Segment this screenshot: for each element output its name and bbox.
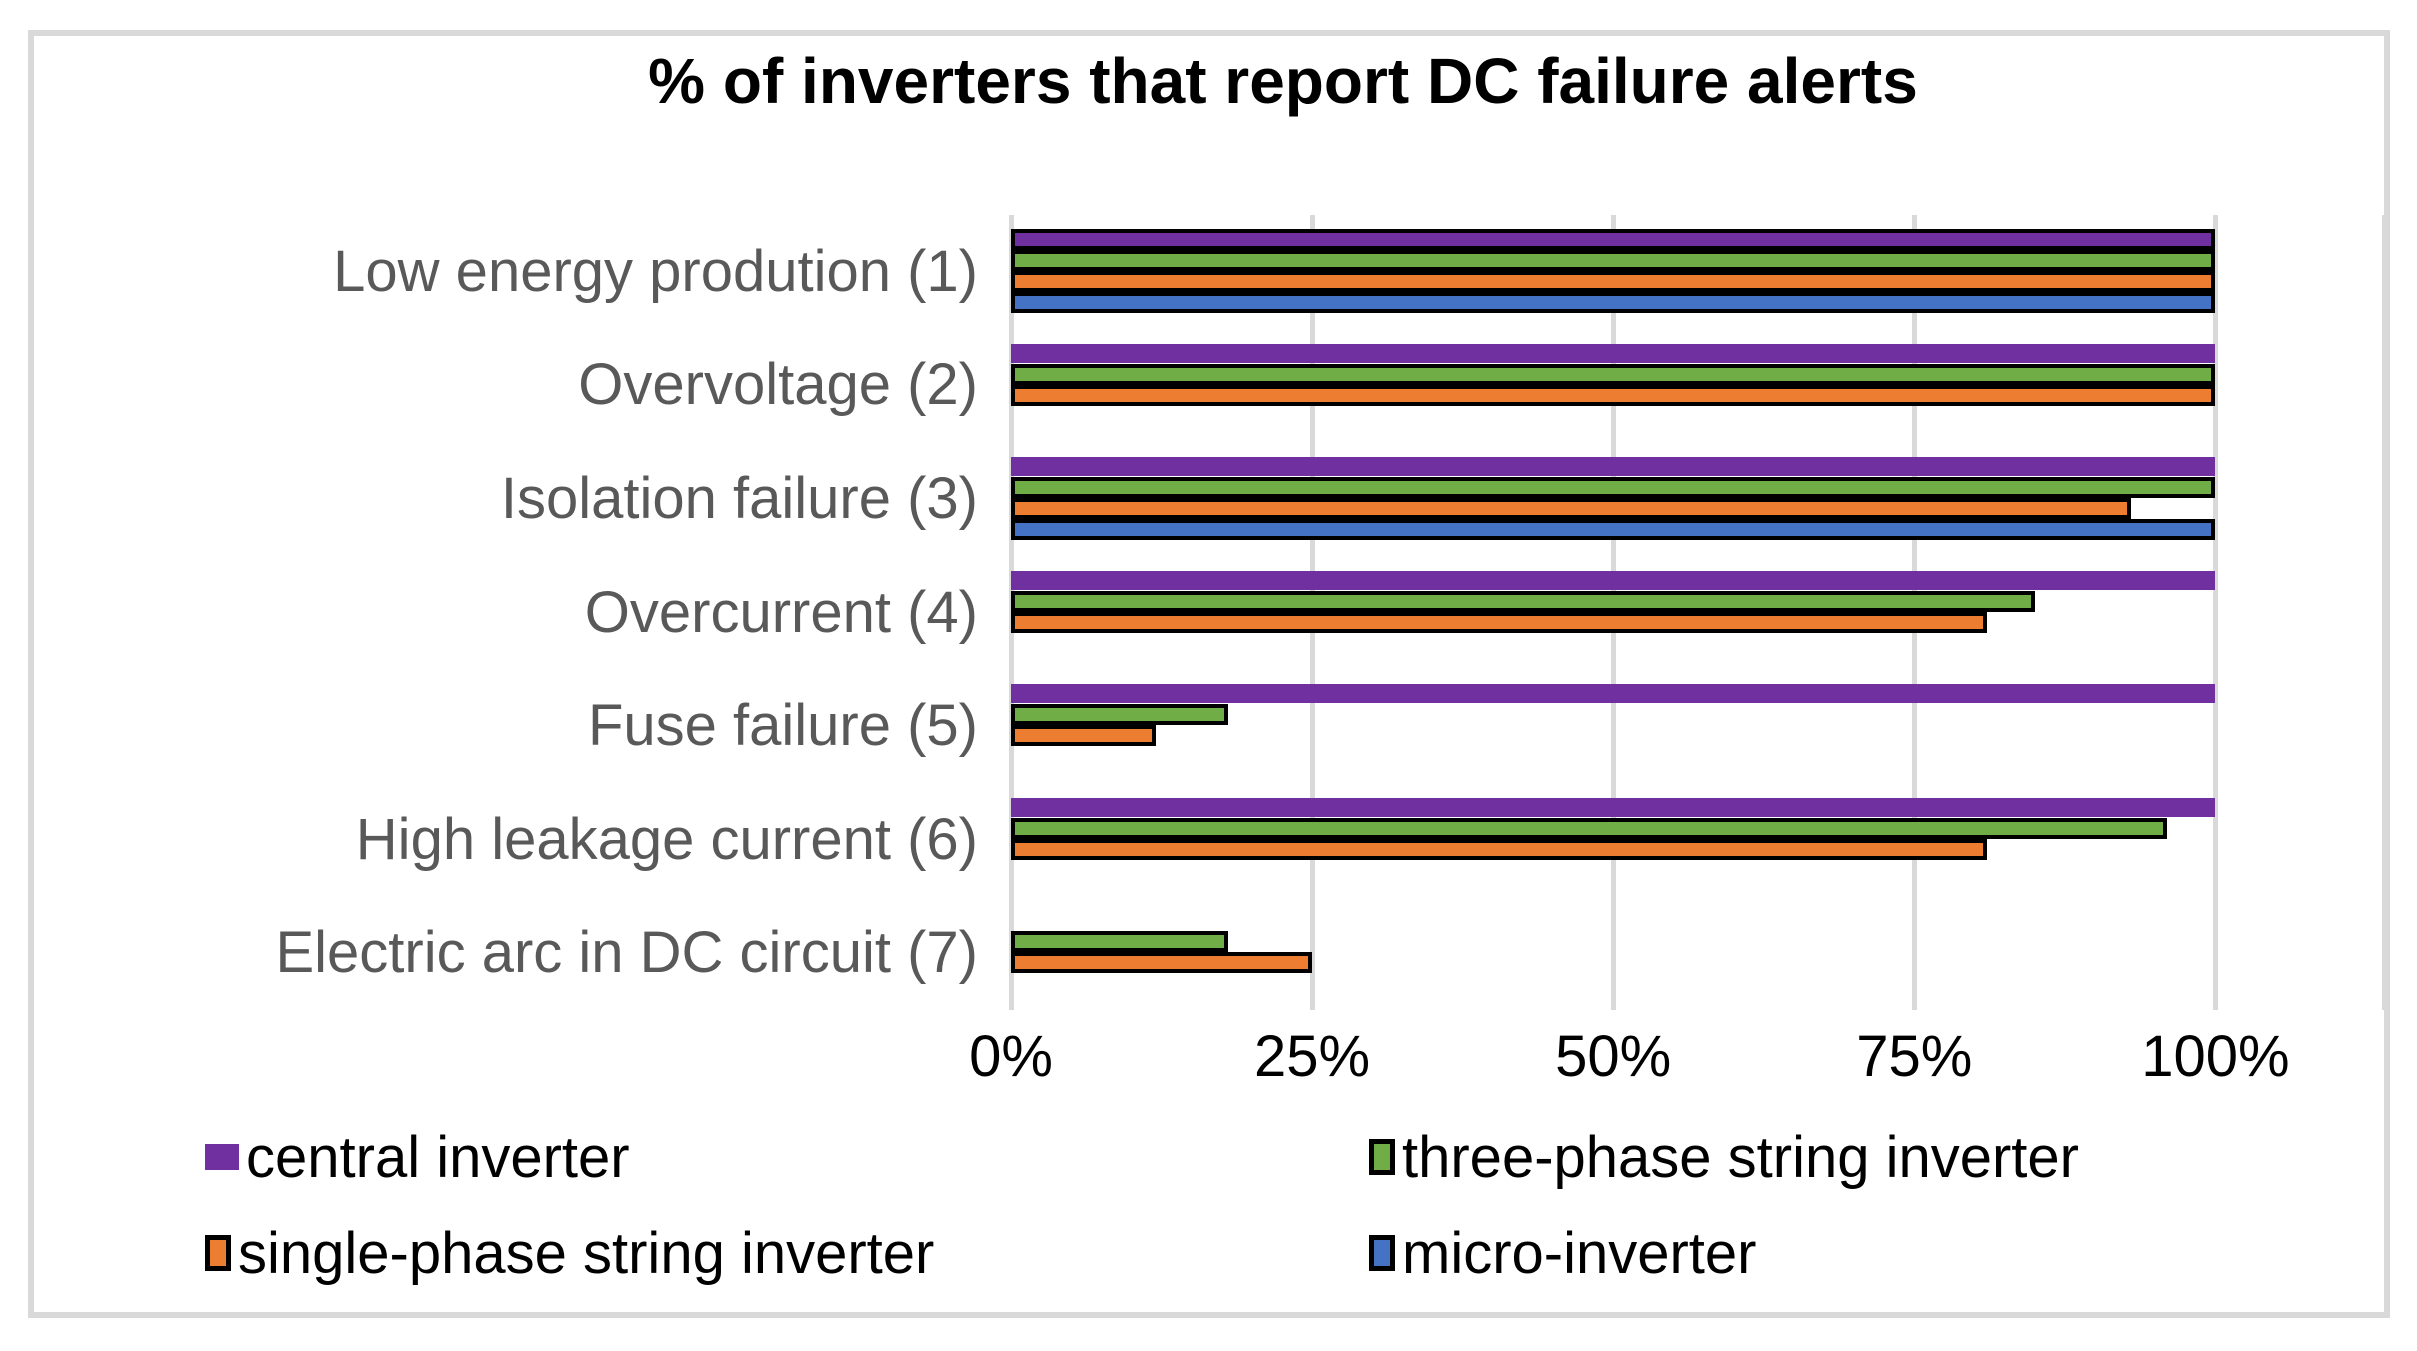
bar-three-phase-string-inverter-cat5	[1011, 704, 1228, 726]
bar-three-phase-string-inverter-cat3	[1011, 477, 2216, 499]
bar-central-inverter-cat5	[1011, 684, 2216, 704]
bar-central-inverter-cat6	[1011, 797, 2216, 817]
legend-label: central inverter	[246, 1124, 630, 1190]
chart-title: % of inverters that report DC failure al…	[648, 45, 1918, 117]
bar-central-inverter-cat1	[1011, 229, 2216, 250]
x-tick-label-25pct: 25%	[1254, 1024, 1371, 1089]
bar-central-inverter-cat2	[1011, 343, 2216, 363]
bar-single-phase-string-inverter-cat5	[1011, 725, 1156, 747]
legend-item-three-phase-string-inverter: three-phase string inverter	[1369, 1124, 2079, 1190]
bar-central-inverter-cat4	[1011, 570, 2216, 590]
legend-swatch-icon	[205, 1235, 231, 1271]
legend-label: single-phase string inverter	[238, 1220, 935, 1286]
bar-single-phase-string-inverter-cat7	[1011, 952, 1313, 974]
gridline	[2213, 215, 2219, 1010]
category-label-4: Overcurrent (4)	[584, 579, 978, 645]
bar-micro-inverter-cat1	[1011, 292, 2216, 313]
bar-single-phase-string-inverter-cat1	[1011, 271, 2216, 292]
legend-item-single-phase-string-inverter: single-phase string inverter	[205, 1220, 935, 1286]
category-label-3: Isolation failure (3)	[500, 465, 978, 531]
legend-swatch-icon	[1369, 1235, 1395, 1271]
bar-single-phase-string-inverter-cat3	[1011, 498, 2132, 520]
legend-item-central-inverter: central inverter	[205, 1124, 630, 1190]
bar-three-phase-string-inverter-cat7	[1011, 931, 1228, 953]
bar-single-phase-string-inverter-cat4	[1011, 611, 1987, 633]
bar-single-phase-string-inverter-cat6	[1011, 838, 1987, 860]
x-tick-label-50pct: 50%	[1555, 1024, 1672, 1089]
category-label-5: Fuse failure (5)	[587, 693, 978, 759]
x-tick-label-100pct: 100%	[2141, 1024, 2290, 1089]
bar-three-phase-string-inverter-cat4	[1011, 590, 2035, 612]
category-label-1: Low energy prodution (1)	[333, 238, 978, 304]
bar-central-inverter-cat3	[1011, 457, 2216, 477]
legend-item-micro-inverter: micro-inverter	[1369, 1220, 1757, 1286]
bar-single-phase-string-inverter-cat2	[1011, 384, 2216, 406]
plot-right-border	[2382, 215, 2387, 1010]
bar-micro-inverter-cat3	[1011, 519, 2216, 541]
x-tick-label-75pct: 75%	[1856, 1024, 1973, 1089]
legend-swatch-icon	[1369, 1139, 1395, 1175]
bar-three-phase-string-inverter-cat2	[1011, 363, 2216, 385]
bar-three-phase-string-inverter-cat1	[1011, 250, 2216, 271]
legend-label: three-phase string inverter	[1402, 1124, 2079, 1190]
category-label-2: Overvoltage (2)	[578, 352, 978, 418]
x-tick-label-0pct: 0%	[969, 1024, 1053, 1089]
category-label-6: High leakage current (6)	[355, 806, 978, 872]
category-label-7: Electric arc in DC circuit (7)	[275, 920, 978, 986]
bar-three-phase-string-inverter-cat6	[1011, 817, 2168, 839]
legend-label: micro-inverter	[1402, 1220, 1757, 1286]
legend-swatch-icon	[205, 1144, 239, 1170]
